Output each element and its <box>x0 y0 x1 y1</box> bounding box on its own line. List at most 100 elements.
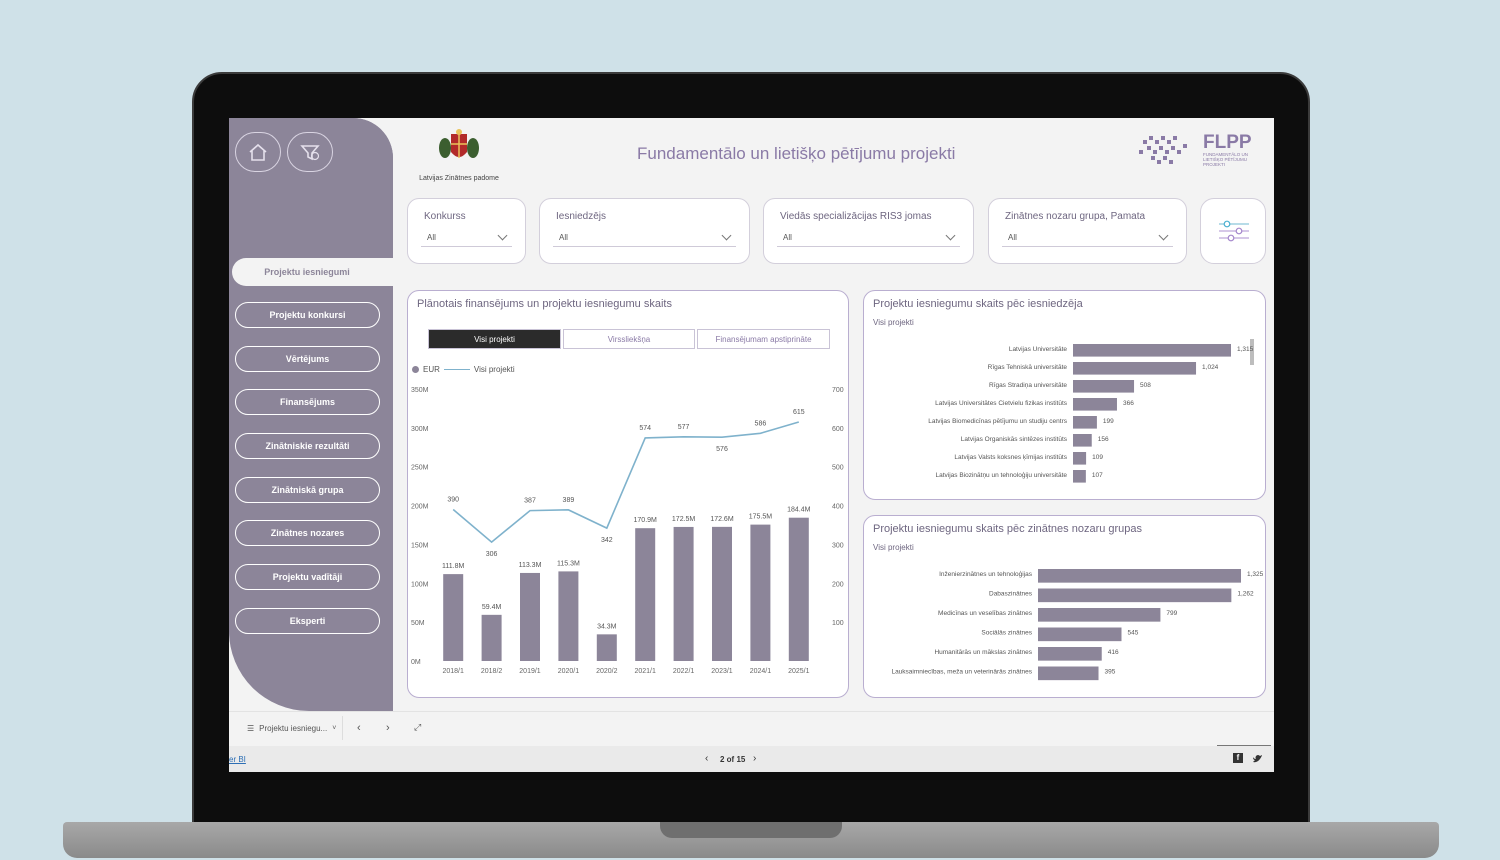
chevron-down-icon <box>721 230 732 241</box>
bar-data-label: 156 <box>1098 436 1109 443</box>
y-axis-tick-label: 200M <box>411 504 429 511</box>
filter-clear-icon <box>300 145 320 161</box>
category-label: Dabaszinātnes <box>989 591 1033 598</box>
chart-bar <box>1073 380 1135 393</box>
category-label: Inženierzinātnes un tehnoloģijas <box>939 570 1033 578</box>
x-axis-tick-label: 2025/1 <box>788 668 810 675</box>
chart-bar <box>1038 569 1241 583</box>
line-series <box>452 421 800 544</box>
dashboard-screen: Projektu iesniegumi Projektu konkursi Vē… <box>229 118 1274 772</box>
segment-visi-projekti[interactable]: Visi projekti <box>428 329 561 349</box>
field-group-chart-title: Projektu iesniegumu skaits pēc zinātnes … <box>873 523 1143 535</box>
twitter-icon[interactable] <box>1252 754 1263 764</box>
page-tab[interactable]: ☰ Projektu iesniegu... ˅ <box>239 716 343 740</box>
bar-data-label: 1,262 <box>1237 591 1254 598</box>
pager-next-icon[interactable]: › <box>753 753 757 764</box>
bar-data-label: 170.9M <box>634 517 658 524</box>
chart-bar <box>520 572 540 661</box>
scrollbar-thumb[interactable] <box>1250 339 1254 365</box>
filter-iesniedzejs: Iesniedzējs All <box>539 198 750 264</box>
prev-page-icon[interactable]: ‹ <box>357 722 361 734</box>
line-data-label: 389 <box>563 497 575 504</box>
flpp-logo: FLPP FUNDAMENTĀLO UN LIETIŠĶO PĒTĪJUMU P… <box>1137 130 1263 170</box>
filter-select[interactable]: All <box>421 229 512 247</box>
chart-bar <box>635 528 656 661</box>
chart-bar <box>1038 627 1122 642</box>
nav-active-tab[interactable]: Projektu iesniegumi <box>232 258 412 286</box>
combo-chart: 350M 300M 250M 200M 150M 100M 50M 0M 700 600 500 40… <box>411 387 844 675</box>
page-tab-label: Projektu iesniegu... <box>259 723 328 733</box>
nav-finansejums[interactable]: Finansējums <box>235 389 380 415</box>
x-axis-tick-label: 2018/2 <box>481 668 503 675</box>
bar-data-label: 1,325 <box>1247 571 1264 578</box>
x-axis-tick-label: 2019/1 <box>519 668 541 675</box>
chart-bar <box>1073 434 1092 447</box>
filter-select[interactable]: All <box>777 229 960 247</box>
line-data-label: 342 <box>601 537 613 544</box>
combo-chart-panel: Plānotais finansējums un projektu iesnie… <box>407 290 849 698</box>
chevron-down-icon: ˅ <box>332 724 337 732</box>
line-data-label: 390 <box>447 496 459 503</box>
category-label: Medicīnas un veselības zinātnes <box>938 610 1033 617</box>
filter-settings-button[interactable] <box>1200 198 1266 264</box>
segment-virssliekšņa[interactable]: Virssliekšņa <box>563 329 695 349</box>
category-label: Latvijas Biomedicīnas pētījumu un studij… <box>928 418 1067 425</box>
legend-line-swatch <box>443 368 470 371</box>
chart-bar <box>1038 588 1232 603</box>
chart-bar <box>596 634 617 661</box>
clear-filters-button[interactable] <box>287 132 333 172</box>
page-title: Fundamentālo un lietišķo pētījumu projek… <box>637 144 956 163</box>
category-label: Sociālās zinātnes <box>981 630 1032 637</box>
expand-icon[interactable]: ⤢ <box>414 722 422 732</box>
submitter-bar-chart: Latvijas Universitāte 1,315 Rīgas Tehniskā… <box>928 344 1254 483</box>
filter-ris3: Viedās specializācijas RIS3 jomas All <box>763 198 974 264</box>
zoom-slider[interactable] <box>1217 745 1271 746</box>
line-data-label: 574 <box>639 425 651 432</box>
segment-finansejumam[interactable]: Finansējumam apstiprināte <box>697 329 830 349</box>
powerbi-link[interactable]: er BI <box>229 755 246 764</box>
y-axis-tick-label: 150M <box>411 542 429 549</box>
nav-vertejums[interactable]: Vērtējums <box>235 346 380 372</box>
next-page-icon[interactable]: › <box>386 722 390 734</box>
category-label: Latvijas Biozinātņu un tehnoloģiju unive… <box>935 471 1067 479</box>
bar-data-label: 1,315 <box>1237 346 1254 353</box>
y2-axis-tick-label: 300 <box>832 542 844 549</box>
bar-data-label: 109 <box>1092 454 1103 461</box>
combo-chart-title: Plānotais finansējums un projektu iesnie… <box>417 298 672 310</box>
filter-select[interactable]: All <box>1002 229 1173 247</box>
submitter-chart-subtitle: Visi projekti <box>873 318 914 327</box>
chevron-down-icon <box>1158 230 1169 241</box>
y-axis-tick-label: 350M <box>411 387 429 394</box>
chart-bar <box>1073 452 1087 465</box>
bar-data-label: 416 <box>1108 649 1119 656</box>
facebook-icon[interactable]: f <box>1233 753 1243 763</box>
chart-bar <box>481 614 502 661</box>
nav-zinatnes-nozares[interactable]: Zinātnes nozares <box>235 520 380 546</box>
bar-data-label: 199 <box>1103 418 1114 425</box>
nav-zinatniska-grupa[interactable]: Zinātniskā grupa <box>235 477 380 503</box>
bar-data-label: 59.4M <box>482 604 502 611</box>
x-axis-tick-label: 2023/1 <box>711 668 733 675</box>
org-caption: Latvijas Zinātnes padome <box>419 175 499 182</box>
brand-name: FLPP <box>1203 131 1252 153</box>
nav-zinatniskie-rezultati[interactable]: Zinātniskie rezultāti <box>235 433 380 459</box>
field-group-chart-panel: Projektu iesniegumu skaits pēc zinātnes … <box>863 515 1266 698</box>
nav-eksperti[interactable]: Eksperti <box>235 608 380 634</box>
line-data-label: 615 <box>793 409 805 416</box>
chart-bar <box>1038 666 1099 681</box>
bar-data-label: 34.3M <box>597 623 617 630</box>
field-group-bar-chart: Inženierzinātnes un tehnoloģijas 1,325 Dab… <box>891 569 1264 681</box>
category-label: Humanitārās un mākslas zinātnes <box>934 649 1032 656</box>
nav-projektu-vaditaji[interactable]: Projektu vadītāji <box>235 564 380 590</box>
y2-axis-tick-label: 100 <box>832 620 844 627</box>
nav-projektu-konkursi[interactable]: Projektu konkursi <box>235 302 380 328</box>
home-button[interactable] <box>235 132 281 172</box>
bar-data-label: 107 <box>1092 472 1103 479</box>
y2-axis-tick-label: 600 <box>832 426 844 433</box>
filter-select[interactable]: All <box>553 229 736 247</box>
bar-data-label: 1,024 <box>1202 364 1219 371</box>
chart-bar <box>1038 608 1161 622</box>
filter-konkurss: Konkurss All <box>407 198 526 264</box>
chart-bar <box>1073 398 1117 411</box>
pager-prev-icon[interactable]: ‹ <box>705 753 709 764</box>
